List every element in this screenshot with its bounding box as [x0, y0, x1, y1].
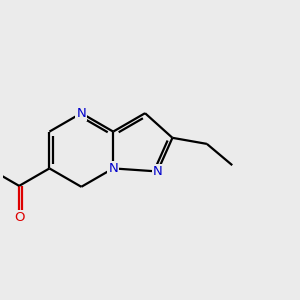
Text: O: O	[14, 211, 24, 224]
Text: N: N	[153, 165, 162, 178]
Text: N: N	[76, 107, 86, 120]
Text: N: N	[108, 162, 118, 175]
